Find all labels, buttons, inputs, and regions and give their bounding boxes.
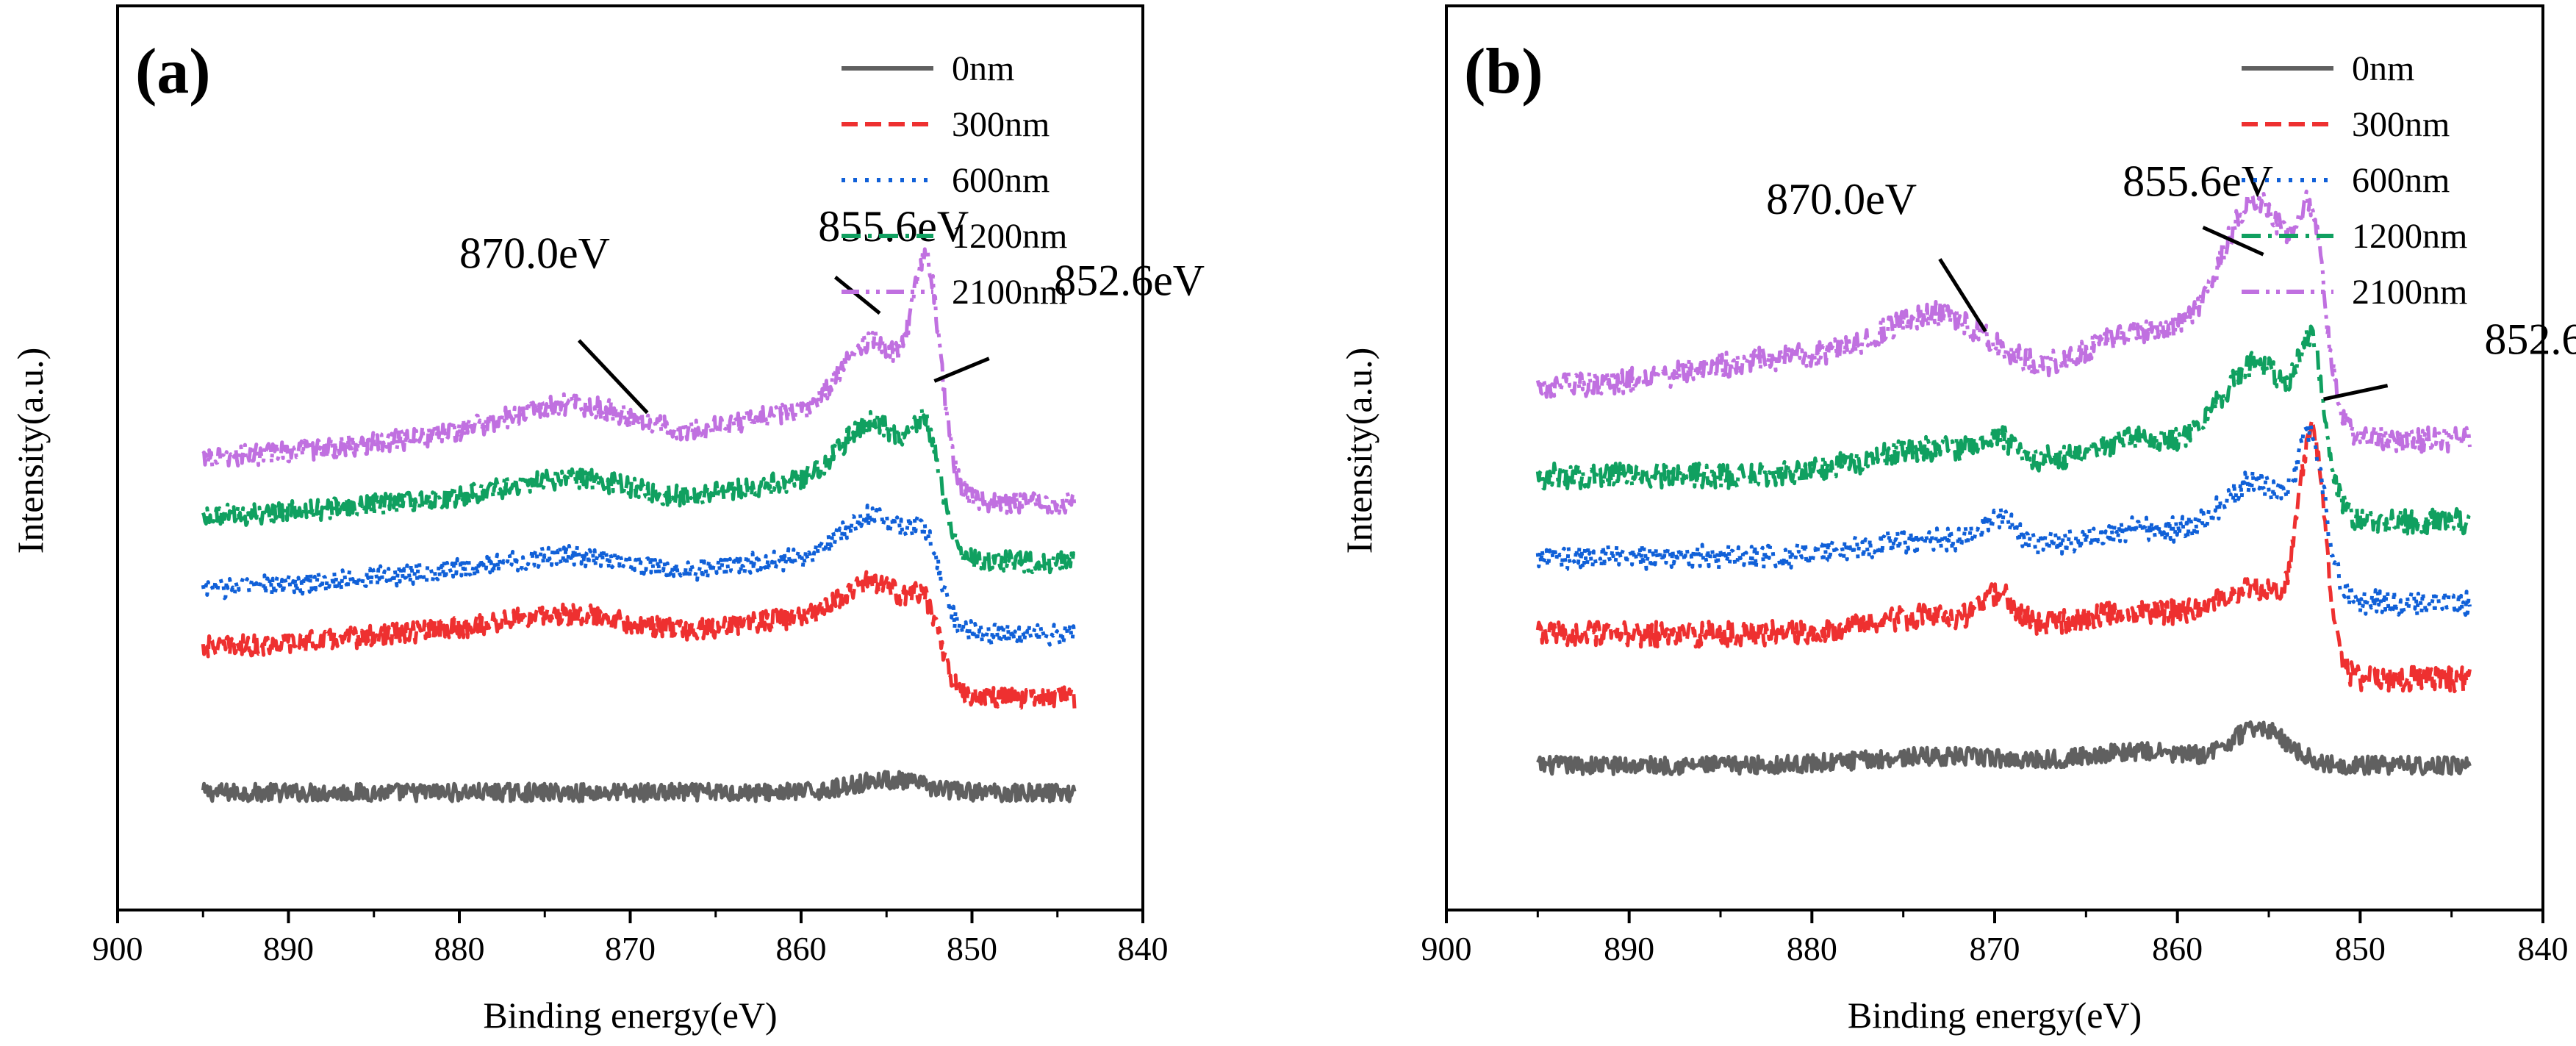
legend-label: 2100nm xyxy=(952,273,1067,312)
x-tick-label: 860 xyxy=(776,930,827,967)
x-tick-label: 880 xyxy=(434,930,485,967)
y-axis-title: Intensity(a.u.) xyxy=(10,348,51,554)
annotation-leader xyxy=(1938,258,1987,333)
series-line-2100nm xyxy=(201,247,1077,516)
annotation-leader xyxy=(577,339,649,415)
x-axis-title: Binding energy(eV) xyxy=(483,995,777,1036)
series-line-1200nm xyxy=(1535,324,2472,536)
panel-label: (a) xyxy=(135,36,211,107)
legend-label: 0nm xyxy=(952,49,1014,88)
annotation-label: 870.0eV xyxy=(1766,175,1917,223)
y-axis-title: Intensity(a.u.) xyxy=(1338,348,1380,554)
series-line-0nm xyxy=(201,770,1077,803)
legend-label: 1200nm xyxy=(952,217,1067,256)
x-tick-label: 860 xyxy=(2152,930,2203,967)
annotation-label: 852.6eV xyxy=(2484,315,2576,364)
x-tick-label: 890 xyxy=(1604,930,1654,967)
annotation-label: 870.0eV xyxy=(459,229,610,278)
x-axis-title: Binding energy(eV) xyxy=(1848,995,2142,1036)
x-tick-label: 850 xyxy=(2335,930,2386,967)
annotation-leader xyxy=(933,357,990,383)
annotation-leader xyxy=(2202,226,2264,257)
x-tick-label: 870 xyxy=(605,930,656,967)
annotation-leader xyxy=(833,276,881,315)
x-tick-label: 850 xyxy=(947,930,997,967)
series-line-300nm xyxy=(201,570,1077,710)
panel-label: (b) xyxy=(1464,36,1543,107)
series-line-300nm xyxy=(1535,418,2472,694)
series-line-2100nm xyxy=(1535,189,2472,454)
series-line-1200nm xyxy=(201,407,1076,575)
x-tick-label: 900 xyxy=(93,930,143,967)
legend-label: 300nm xyxy=(2352,105,2450,144)
legend-label: 600nm xyxy=(2352,161,2450,200)
legend-label: 300nm xyxy=(952,105,1050,144)
series-line-600nm xyxy=(1535,421,2472,617)
x-tick-label: 900 xyxy=(1421,930,1472,967)
x-tick-label: 840 xyxy=(2518,930,2569,967)
legend-label: 1200nm xyxy=(2352,217,2467,256)
legend-label: 600nm xyxy=(952,161,1050,200)
annotation-label: 855.6eV xyxy=(818,202,969,251)
legend: 0nm 300nm 600nm 1200nm 2100nm xyxy=(842,49,1067,312)
legend: 0nm 300nm 600nm 1200nm 2100nm xyxy=(2242,49,2467,312)
legend-label: 2100nm xyxy=(2352,273,2467,312)
panel-b: 900 890 880 870 860 850 840 (b) Binding energy… xyxy=(1338,4,2576,1036)
legend-label: 0nm xyxy=(2352,49,2414,88)
annotation-leader xyxy=(2323,384,2389,401)
panel-a: 900 890 880 870 860 850 840 (a) Binding energy… xyxy=(10,4,1205,1036)
series-line-600nm xyxy=(201,504,1077,647)
series-line-0nm xyxy=(1536,720,2472,776)
annotation-label: 855.6eV xyxy=(2123,157,2273,205)
x-tick-label: 890 xyxy=(263,930,314,967)
x-tick-label: 840 xyxy=(1118,930,1169,967)
x-tick-label: 880 xyxy=(1787,930,1837,967)
annotation-label: 852.6eV xyxy=(1054,257,1205,305)
x-tick-label: 870 xyxy=(1970,930,2020,967)
